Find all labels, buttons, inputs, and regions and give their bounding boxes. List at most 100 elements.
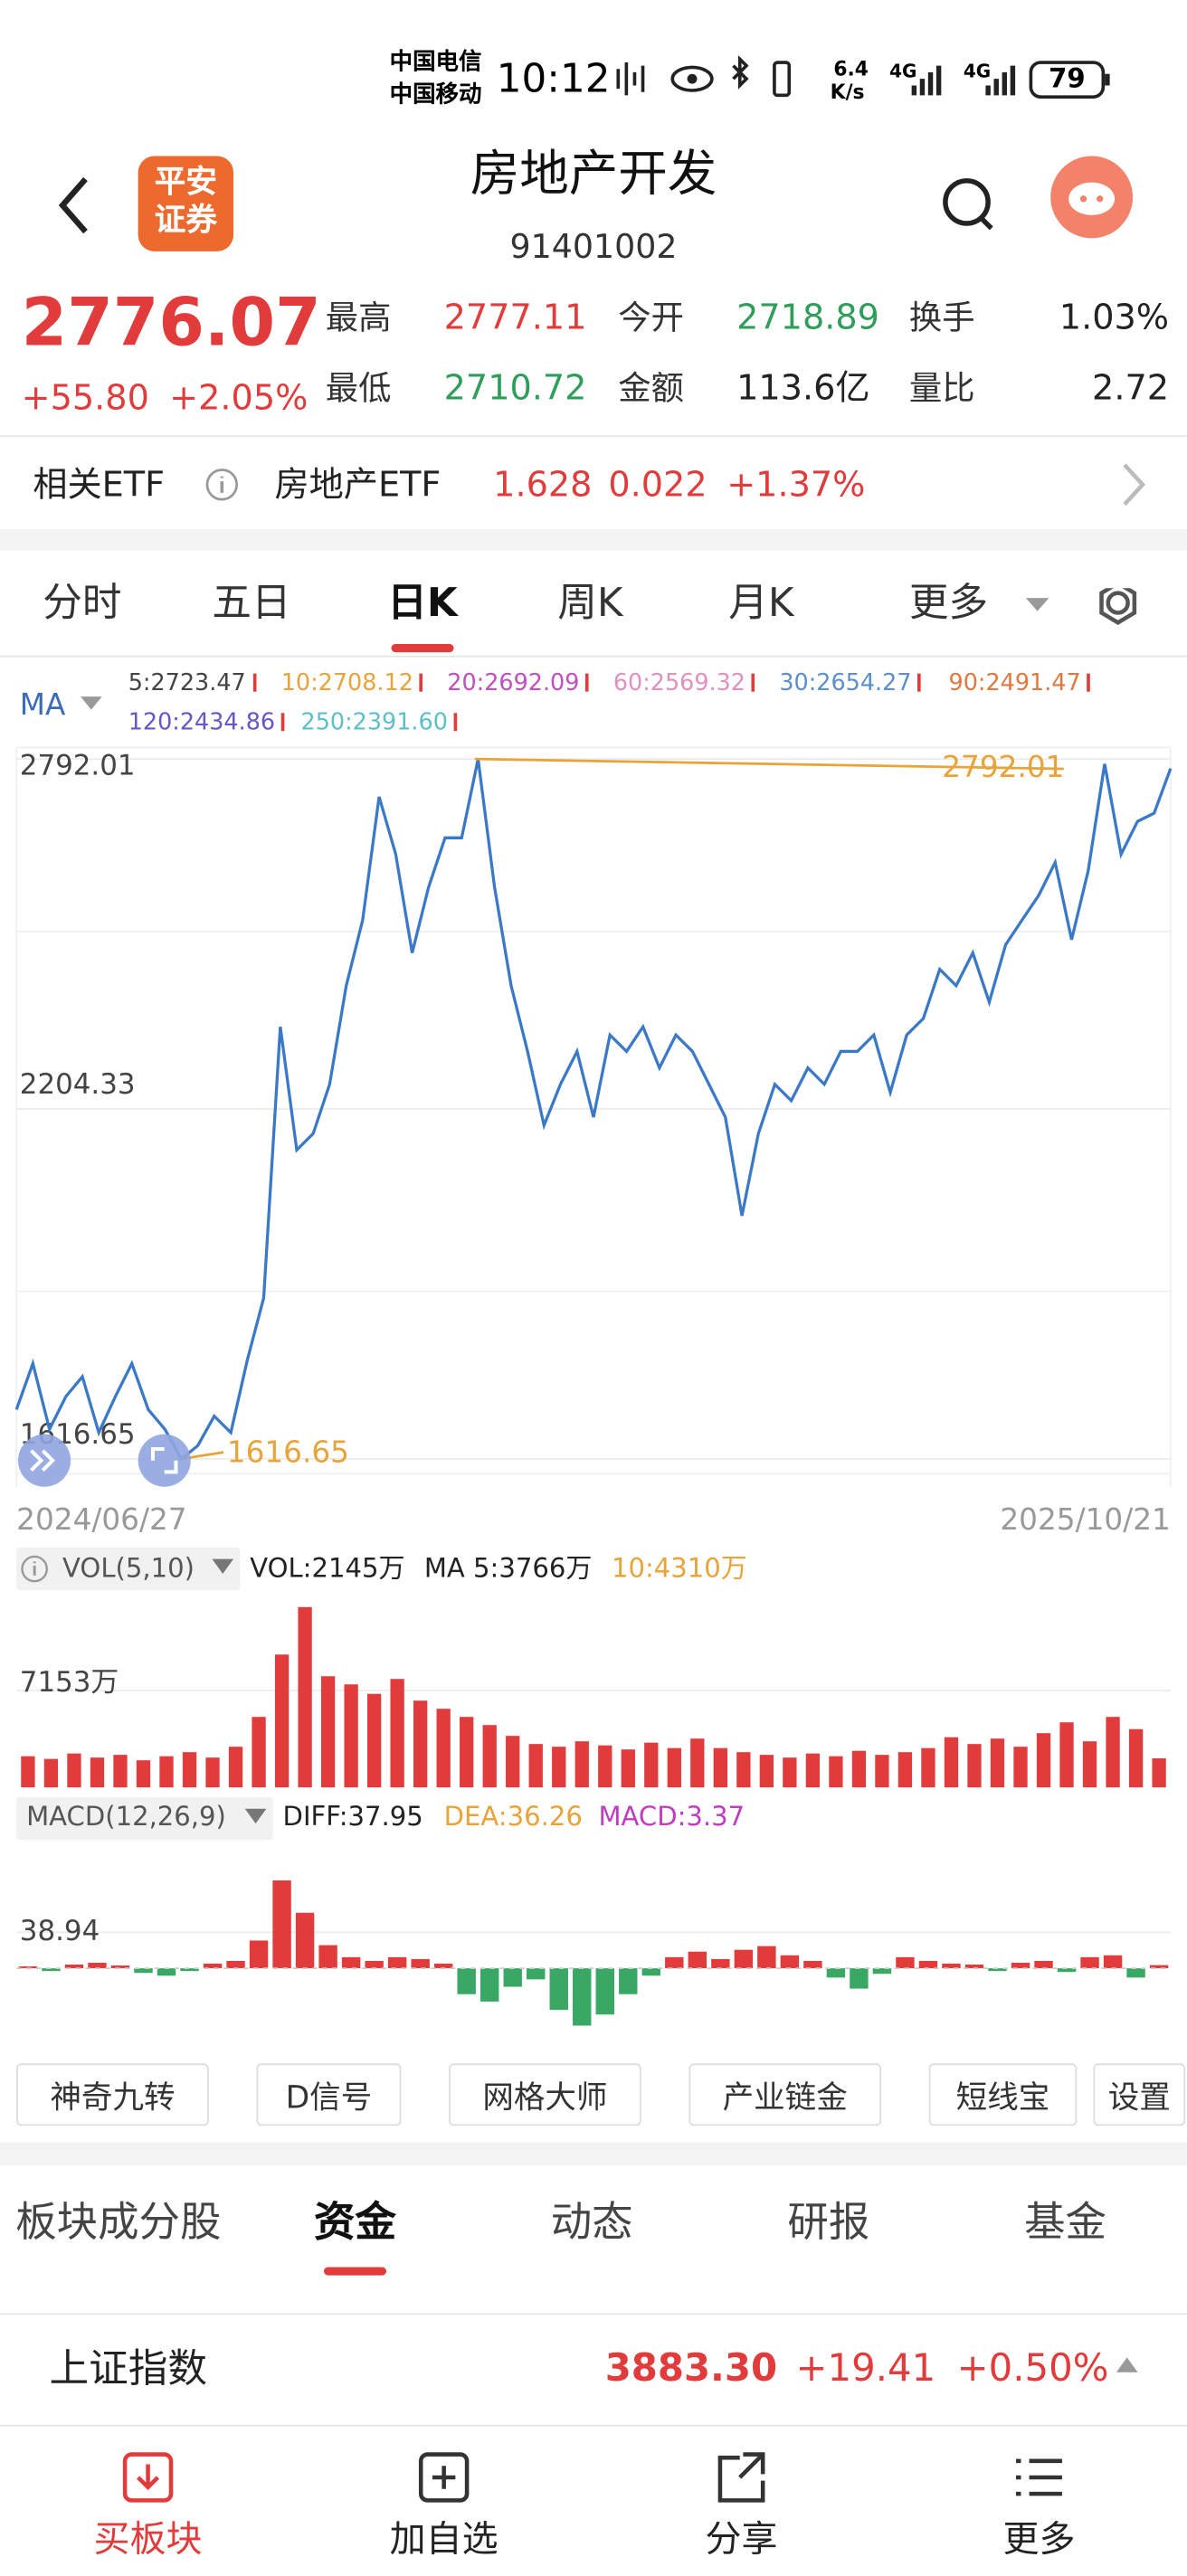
macd-selector[interactable] (16, 1797, 273, 1841)
tool-button[interactable]: 神奇九转 (16, 2063, 209, 2126)
price-change: +55.80 (21, 377, 149, 418)
period-tab[interactable]: 更多 (908, 580, 989, 627)
stat-value: 2777.11 (443, 297, 587, 337)
volume-bar (67, 1753, 81, 1788)
back-button[interactable] (50, 173, 100, 239)
period-tab[interactable]: 周K (557, 580, 623, 627)
ma-dropdown[interactable] (79, 693, 105, 713)
divider (0, 655, 1187, 658)
tool-button[interactable]: D信号 (256, 2063, 402, 2126)
volume-bar (829, 1756, 843, 1788)
period-tab[interactable]: 日K (387, 580, 458, 627)
volume-bar (921, 1747, 935, 1788)
period-tab[interactable]: 五日 (212, 580, 291, 627)
macd-label: MACD(12,26,9) (26, 1800, 226, 1833)
period-tab[interactable]: 月K (728, 580, 794, 627)
volume-bar (136, 1760, 151, 1788)
section-tab[interactable]: 板块成分股 (15, 2198, 222, 2246)
info-icon[interactable] (20, 1554, 52, 1586)
nav-item[interactable]: 分享 (705, 2520, 778, 2562)
volume-bar (1082, 1741, 1097, 1788)
macd-bar (688, 1951, 707, 1969)
macd-bar (18, 1966, 38, 1969)
dropdown[interactable] (211, 1558, 237, 1577)
up-arrow (281, 713, 286, 732)
search-button[interactable] (937, 173, 1003, 239)
macd-bar (734, 1949, 754, 1969)
volume-bar (413, 1700, 428, 1788)
up-arrow (585, 673, 590, 692)
macd-bar (527, 1968, 546, 1980)
broker-logo (138, 156, 234, 251)
macd-bar (1103, 1955, 1123, 1969)
etf-name: 房地产ETF (274, 465, 442, 505)
section-tab[interactable]: 动态 (550, 2198, 633, 2246)
x-label: 2025/10/21 (1000, 1502, 1170, 1537)
status-icons (616, 55, 1110, 99)
assistant-avatar[interactable] (1049, 155, 1134, 240)
volume-bar (805, 1753, 821, 1788)
macd-bar (503, 1968, 522, 1987)
fullscreen-button (138, 1434, 191, 1487)
stat-label: 最低 (325, 367, 392, 408)
tool-button[interactable]: 短线宝 (928, 2063, 1078, 2126)
tool-button[interactable]: 网格大师 (449, 2063, 641, 2126)
macd-bar (826, 1968, 846, 1978)
nav-item[interactable]: 买板块 (93, 2520, 203, 2562)
macd-bar (665, 1956, 684, 1969)
min-annotation: 1616.65 (227, 1435, 349, 1469)
section-tab[interactable]: 研报 (787, 2198, 870, 2246)
tab-underline (323, 2267, 387, 2276)
logo-text: 证券 (154, 202, 217, 239)
expand-icon (30, 1449, 55, 1473)
dropdown[interactable] (243, 1807, 270, 1827)
stat-label: 量比 (908, 367, 975, 408)
tool-button[interactable]: 产业链金 (688, 2063, 882, 2126)
separator (0, 2142, 1187, 2165)
stat-value: 2710.72 (443, 367, 587, 408)
macd-bar (1011, 1962, 1030, 1969)
macd-bar (850, 1968, 869, 1989)
net-type: 4G (963, 61, 992, 82)
macd-bar (203, 1963, 223, 1969)
vol-label: VOL(5,10) (62, 1552, 195, 1584)
macd-bar (272, 1880, 291, 1969)
y-tick-label: 2204.33 (20, 1068, 136, 1101)
etf-chevron[interactable] (1118, 460, 1151, 509)
section-tab[interactable]: 基金 (1024, 2198, 1106, 2246)
expand-arrow[interactable] (1115, 2356, 1141, 2376)
volume-bar (390, 1679, 404, 1788)
volume-bar (113, 1755, 128, 1788)
macd-bar (619, 1968, 638, 1994)
nav-item[interactable]: 更多 (1002, 2520, 1076, 2562)
macd-value: MACD:3.37 (598, 1800, 745, 1833)
tab-underline (391, 643, 454, 653)
nav-item[interactable]: 加自选 (389, 2520, 499, 2562)
info-icon[interactable] (204, 467, 243, 507)
macd-bar (803, 1960, 822, 1969)
period-tab[interactable]: 分时 (43, 580, 122, 627)
macd-bar (988, 1968, 1007, 1972)
volume-bar (182, 1752, 197, 1788)
volume-bar (90, 1757, 105, 1788)
macd-bar (1149, 1965, 1169, 1969)
volume-bar (228, 1747, 243, 1788)
section-tab[interactable]: 资金 (314, 2198, 396, 2246)
title: 房地产开发 (470, 146, 717, 204)
volume-bar (621, 1749, 635, 1788)
volume-bar (436, 1709, 451, 1788)
vol-selector[interactable] (16, 1547, 241, 1591)
index-name[interactable]: 上证指数 (49, 2345, 207, 2392)
tool-button[interactable]: 设置 (1093, 2063, 1186, 2126)
net-type: 4G (889, 61, 917, 82)
macd-bar (964, 1965, 984, 1969)
volume-bar (528, 1744, 543, 1788)
divider (0, 435, 1187, 438)
ma-value: 20:2692.09 (447, 670, 580, 697)
macd-bar (896, 1956, 915, 1969)
ma-value: 60:2569.32 (612, 670, 745, 697)
ma-label[interactable]: MA (19, 688, 66, 724)
volume-bar (274, 1654, 290, 1788)
macd-bar (573, 1968, 592, 2026)
